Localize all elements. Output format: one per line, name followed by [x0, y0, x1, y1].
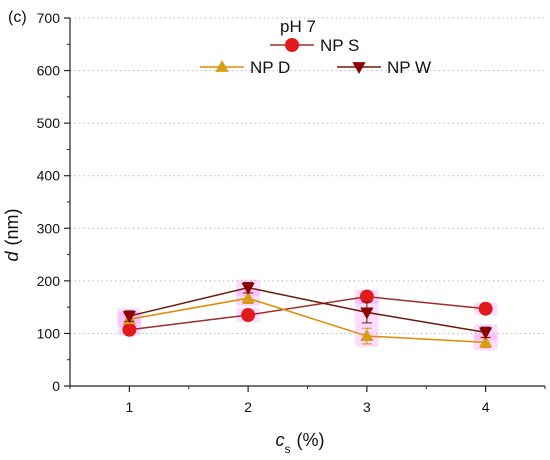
y-axis-title-unit: (nm)	[2, 208, 22, 245]
data-point	[478, 301, 493, 316]
x-axis-title-subscript: s	[285, 442, 291, 456]
x-axis-title-main: c	[276, 430, 285, 450]
data-point	[122, 311, 137, 324]
data-point	[478, 327, 493, 340]
data-point	[360, 329, 374, 341]
y-tick-label: 500	[37, 115, 61, 131]
legend: pH 7NP S NP D NP W	[200, 17, 431, 77]
legend-label: NP D	[250, 58, 290, 77]
data-point	[360, 307, 374, 320]
data-point	[241, 291, 255, 304]
legend-label: NP S	[320, 36, 359, 55]
panel-label: (c)	[8, 9, 27, 26]
x-axis-title: cs (%)	[276, 430, 325, 456]
x-axis-title-unit: (%)	[297, 430, 325, 450]
series-layer	[117, 279, 498, 351]
y-tick-label: 700	[37, 10, 61, 26]
y-tick-label: 200	[37, 273, 61, 289]
y-axis-title-main: d	[2, 251, 22, 262]
data-point	[241, 282, 255, 295]
series-line-0	[129, 295, 486, 331]
y-tick-label: 100	[37, 325, 61, 341]
axes: 0 100 200 300 400 500 600 700 1 2 3 4	[37, 10, 546, 415]
legend-label: NP W	[387, 58, 431, 77]
series-line-1	[129, 297, 486, 344]
legend-marker	[215, 60, 229, 72]
grid-lines	[70, 17, 545, 334]
data-point	[241, 308, 256, 323]
data-point	[359, 289, 374, 304]
y-tick-label: 600	[37, 63, 61, 79]
series-line-2	[129, 286, 486, 334]
y-tick-label: 300	[37, 220, 61, 236]
y-axis-title: d (nm)	[2, 208, 22, 261]
y-tick-label: 400	[37, 168, 61, 184]
legend-marker	[285, 38, 299, 52]
x-tick-label: 1	[125, 399, 133, 415]
y-tick-label: 0	[52, 378, 60, 394]
x-tick-label: 2	[244, 399, 252, 415]
legend-marker	[352, 62, 366, 74]
x-tick-label: 3	[363, 399, 371, 415]
x-tick-label: 4	[482, 399, 490, 415]
data-point	[478, 335, 493, 348]
data-point	[122, 322, 137, 337]
legend-title: pH 7	[280, 17, 316, 36]
